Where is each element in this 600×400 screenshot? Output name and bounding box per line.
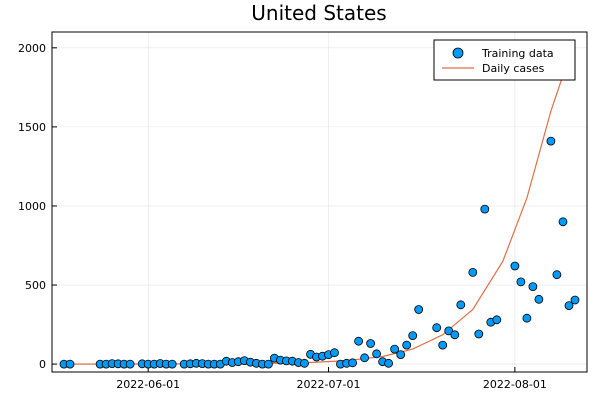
training-data-point-52: [408, 331, 418, 341]
training-data-point-34: [300, 358, 309, 368]
legend-label-daily-cases: Daily cases: [482, 62, 545, 75]
x-tick-label-0: 2022-06-01: [116, 378, 180, 391]
training-data-point-61: [480, 204, 490, 214]
training-data-point-44: [360, 353, 370, 363]
training-data-point-51: [402, 340, 412, 350]
training-data-point-48: [384, 358, 394, 368]
y-tick-label-3: 1500: [18, 121, 46, 134]
training-data-point-73: [570, 295, 580, 305]
training-data-point-58: [456, 300, 466, 310]
training-data-point-69: [546, 136, 556, 146]
training-data-point-13: [167, 359, 177, 369]
training-data-point-68: [534, 294, 544, 304]
training-data-point-66: [522, 313, 532, 323]
training-data-point-50: [396, 350, 406, 360]
training-data-point-39: [330, 348, 339, 358]
plot-marks: [59, 39, 580, 369]
x-tick-label-1: 2022-07-01: [297, 378, 361, 391]
plot-frame: [51, 31, 588, 373]
training-data-point-59: [468, 267, 478, 277]
training-data-point-42: [348, 358, 358, 368]
y-tick-label-4: 2000: [18, 42, 46, 55]
training-data-point-49: [390, 344, 400, 354]
training-data-point-45: [366, 339, 376, 348]
y-tick-label-0: 0: [39, 358, 46, 371]
training-data-point-64: [510, 261, 520, 271]
legend: Training data Daily cases: [433, 39, 576, 81]
training-data-point-53: [414, 305, 424, 314]
grid: [52, 32, 587, 372]
legend-box: [433, 39, 576, 81]
training-data-point-28: [263, 359, 273, 369]
training-data-point-72: [564, 301, 574, 311]
training-data-point-7: [125, 359, 135, 369]
training-data-point-71: [558, 217, 568, 227]
training-data-point-67: [528, 282, 538, 292]
training-data-point-55: [438, 340, 448, 350]
training-data-point-65: [516, 277, 526, 287]
training-data-point-57: [450, 330, 460, 340]
training-data-point-70: [552, 270, 562, 280]
training-data-point-63: [492, 315, 502, 325]
legend-label-training-data: Training data: [481, 47, 554, 60]
training-data-point-46: [372, 349, 382, 359]
y-tick-label-1: 500: [25, 279, 46, 292]
chart-title: United States: [251, 1, 386, 25]
x-tick-label-2: 2022-08-01: [483, 378, 547, 391]
y-tick-label-2: 1000: [18, 200, 46, 213]
training-data-point-60: [474, 329, 484, 339]
training-data-point-1: [65, 359, 75, 369]
y-axis: 0 500 1000 1500 2000: [18, 42, 57, 371]
series-line-daily-cases: [63, 39, 576, 365]
x-axis: 2022-06-01 2022-07-01 2022-08-01: [116, 367, 547, 391]
training-data-point-56: [444, 326, 454, 336]
training-data-point-54: [432, 323, 442, 333]
training-data-point-43: [354, 336, 364, 346]
legend-marker-training-data: [452, 47, 464, 59]
